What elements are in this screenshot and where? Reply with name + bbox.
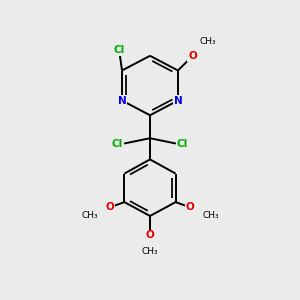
Text: Cl: Cl <box>112 139 123 148</box>
Text: O: O <box>188 51 197 61</box>
Text: O: O <box>186 202 195 212</box>
Text: CH₃: CH₃ <box>142 247 158 256</box>
Text: CH₃: CH₃ <box>81 211 98 220</box>
Text: O: O <box>146 230 154 240</box>
Text: Cl: Cl <box>177 139 188 148</box>
Text: Cl: Cl <box>113 45 125 55</box>
Text: CH₃: CH₃ <box>202 211 219 220</box>
Text: CH₃: CH₃ <box>199 37 216 46</box>
Text: N: N <box>118 95 126 106</box>
Text: O: O <box>105 202 114 212</box>
Text: N: N <box>174 95 182 106</box>
